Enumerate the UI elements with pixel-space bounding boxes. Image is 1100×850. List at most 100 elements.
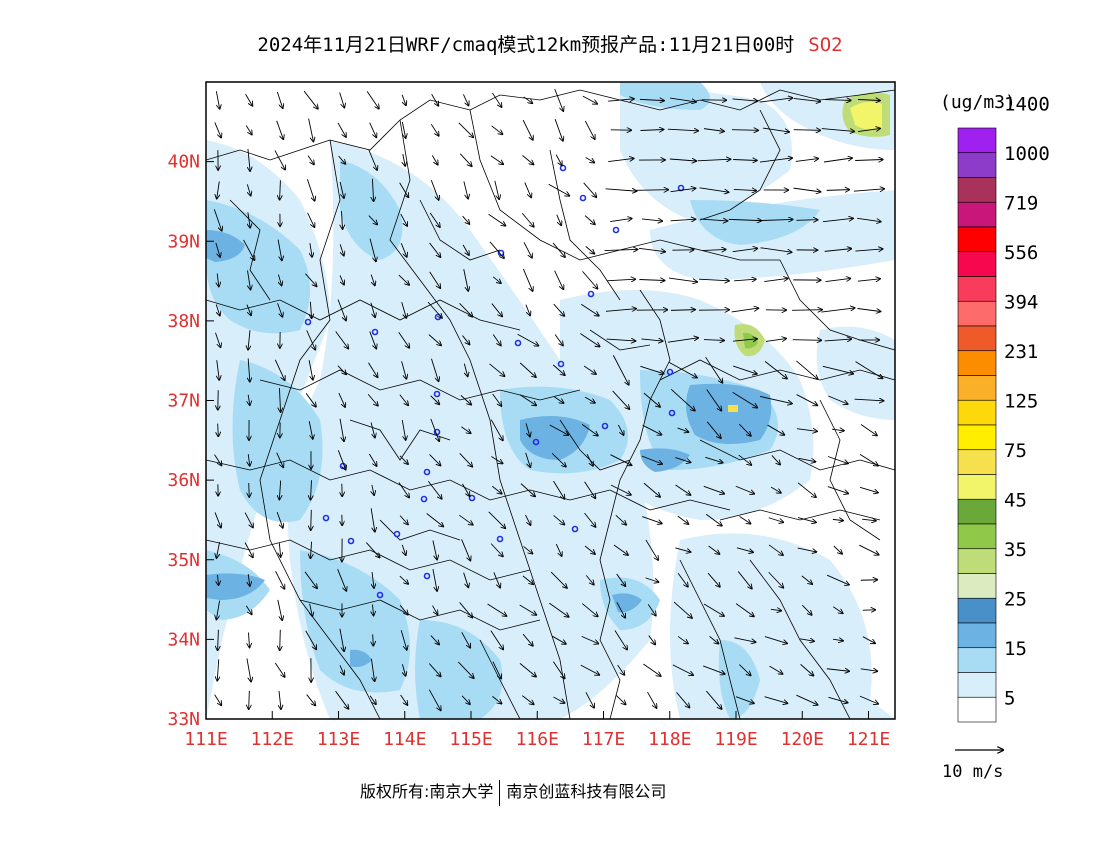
legend-swatch <box>957 201 997 228</box>
wind-arrow <box>675 457 690 463</box>
wind-arrow <box>735 603 754 617</box>
wind-arrow <box>461 539 471 560</box>
wind-arrow <box>523 546 533 553</box>
lat-tick-label: 35N <box>167 550 200 571</box>
wind-arrow <box>277 599 282 620</box>
lat-tick-label: 33N <box>167 709 200 730</box>
wind-arrow <box>307 155 314 165</box>
wind-arrow <box>635 190 668 191</box>
wind-arrow <box>857 308 880 312</box>
wind-arrow <box>213 209 221 230</box>
wind-arrow <box>304 571 317 588</box>
lon-tick-label: 120E <box>781 729 824 750</box>
wind-arrow <box>463 572 469 588</box>
wind-arrow <box>708 545 720 554</box>
wind-arrow <box>248 632 249 648</box>
wind-arrow <box>525 514 530 525</box>
wind-arrow <box>822 218 853 223</box>
wind-arrow <box>337 568 347 591</box>
wind-arrow <box>370 302 375 317</box>
wind-arrow <box>555 543 561 556</box>
legend-label: 35 <box>1004 539 1027 561</box>
wind-arrow <box>697 159 731 161</box>
wind-arrow <box>617 664 625 675</box>
wind-vectors <box>213 88 884 710</box>
wind-arrow <box>519 394 536 406</box>
wind-arrow <box>677 515 689 524</box>
legend-label: 1000 <box>1004 143 1050 165</box>
wind-arrow <box>549 602 568 617</box>
wind-arrow <box>671 310 695 311</box>
lat-tick-label: 36N <box>167 470 200 491</box>
wind-arrow <box>369 331 377 348</box>
wind-arrow <box>585 692 594 707</box>
wind-arrow <box>638 247 665 251</box>
wind-arrow <box>399 394 408 405</box>
wind-arrow <box>828 395 847 404</box>
wind-arrow <box>827 456 848 464</box>
wind-arrow <box>460 395 471 404</box>
wind-arrow <box>522 268 532 291</box>
wind-arrow <box>860 580 877 581</box>
wind-arrow <box>796 360 817 379</box>
wind-arrow <box>554 119 563 141</box>
lon-tick-label: 119E <box>714 729 757 750</box>
wind-arrow <box>616 695 625 705</box>
wind-arrow <box>771 455 780 464</box>
wind-arrow <box>490 630 503 650</box>
wind-arrow <box>277 303 283 317</box>
wind-arrow <box>492 393 502 406</box>
wind-arrow <box>279 543 280 557</box>
longitude-axis: 111E 112E 113E 114E 115E 116E 117E 118E 119E 120E… <box>184 711 890 750</box>
wind-arrow <box>832 519 843 520</box>
wind-arrow <box>670 219 696 221</box>
wind-arrow <box>825 100 851 101</box>
wind-arrow <box>246 304 251 316</box>
wind-arrow <box>215 304 220 315</box>
wind-arrow <box>703 665 725 674</box>
legend-swatch <box>957 300 997 327</box>
wind-arrow <box>246 658 251 681</box>
wind-arrow <box>278 274 281 286</box>
wind-arrow <box>400 630 407 650</box>
legend-unit: (ug/m3) <box>940 92 1016 113</box>
lat-tick-label: 38N <box>167 311 200 332</box>
latitude-axis: 33N 34N 35N 36N 37N 38N 39N 40N <box>167 152 214 730</box>
wind-arrow <box>398 331 410 348</box>
wind-arrow <box>399 515 408 525</box>
wind-arrow <box>339 628 344 651</box>
wind-arrow <box>427 301 442 318</box>
wind-arrow <box>707 572 720 587</box>
wind-arrow <box>339 244 344 255</box>
wind-arrow <box>401 94 406 105</box>
wind-arrow <box>703 129 724 132</box>
wind-arrow <box>489 363 505 376</box>
legend-label: 556 <box>1004 242 1038 264</box>
wind-arrow <box>218 574 219 585</box>
wind-arrow <box>606 279 636 281</box>
wind-arrow <box>732 392 758 407</box>
wind-arrow <box>825 278 851 282</box>
legend-label: 5 <box>1004 687 1015 709</box>
wind-arrow <box>522 119 533 140</box>
wind-arrow <box>430 395 440 405</box>
wind-arrow <box>218 423 219 437</box>
wind-arrow <box>797 482 816 497</box>
province-boundaries <box>206 89 895 719</box>
wind-arrow <box>668 277 697 282</box>
wind-arrow <box>400 694 408 705</box>
wind-arrow <box>463 269 468 291</box>
wind-arrow <box>792 310 822 311</box>
wind-arrow <box>432 605 437 615</box>
wind-arrow <box>366 91 379 108</box>
wind-arrow <box>855 159 883 160</box>
wind-arrow <box>401 419 405 440</box>
wind-arrow <box>215 332 220 348</box>
wind-arrow <box>430 123 438 136</box>
wind-arrow <box>677 572 688 587</box>
wind-arrow <box>525 452 531 467</box>
footer-divider <box>499 779 501 806</box>
wind-arrow <box>732 99 758 101</box>
wind-arrow <box>215 242 220 257</box>
wind-arrow <box>306 694 316 706</box>
